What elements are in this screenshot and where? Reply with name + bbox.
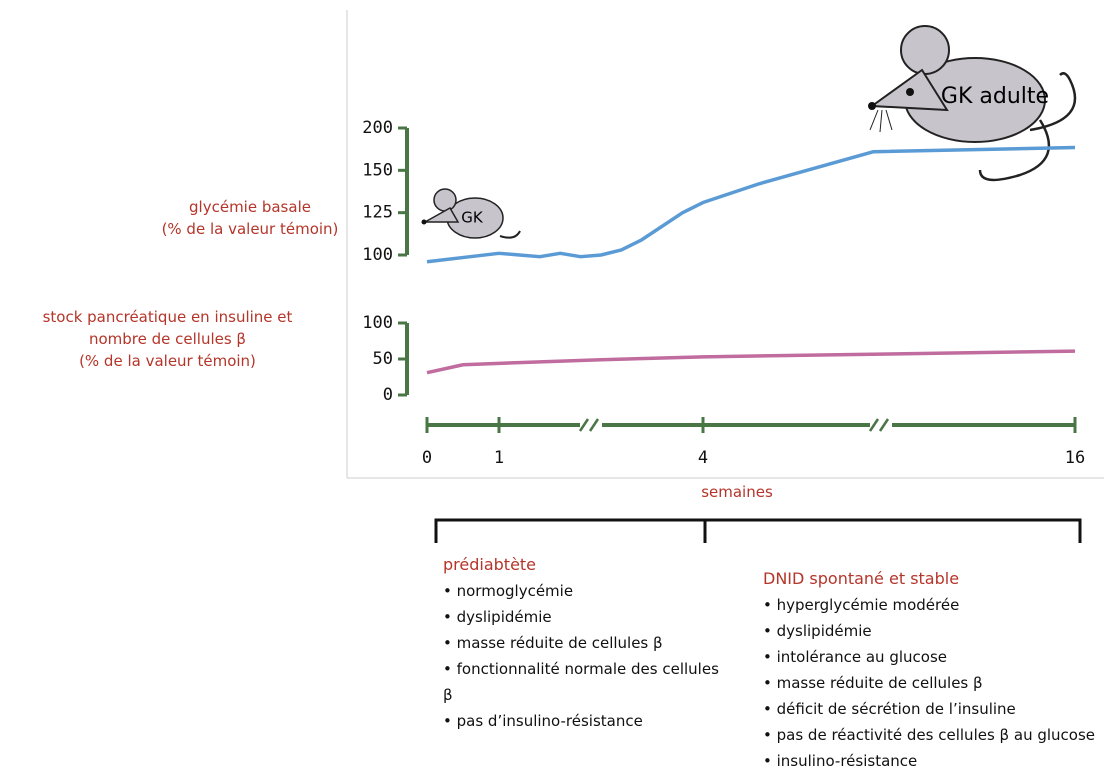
phase-bracket	[434, 518, 1082, 543]
y-tick-label: 100	[362, 245, 393, 265]
phase-item: dyslipidémie	[763, 618, 1103, 644]
phase-item: masse réduite de cellules β	[443, 630, 733, 656]
y-tick-label: 200	[362, 118, 393, 138]
phase: DNID spontané et stable hyperglycémie mod…	[763, 566, 1103, 774]
x-axis-label: semaines	[701, 483, 773, 501]
phase-item: fonctionnalité normale des cellules β	[443, 656, 733, 708]
phase-item: pas de réactivité des cellules β au gluc…	[763, 722, 1103, 748]
x-tick-label: 4	[698, 448, 708, 468]
y-tick-label: 150	[362, 160, 393, 180]
y-axis-label: glycémie basale (% de la valeur témoin)	[161, 198, 339, 238]
phase-item: masse réduite de cellules β	[763, 670, 1103, 696]
data-line	[426, 145, 1076, 264]
y2-tick-label: 50	[373, 349, 393, 369]
annotation: GK adulte	[941, 84, 1049, 109]
axis-break	[578, 418, 600, 432]
phase-title: prédiabtète	[443, 555, 537, 574]
phase: prédiabtète normoglycémiedyslipidémiemass…	[443, 552, 733, 734]
data-line	[426, 349, 1076, 375]
x-tick-label: 0	[422, 448, 432, 468]
y2-axis-label: stock pancréatique en insuline et nombre…	[42, 308, 293, 370]
mouse-small	[421, 188, 521, 239]
phase-item: pas d’insulino-résistance	[443, 708, 733, 734]
phase-item: hyperglycémie modérée	[763, 592, 1103, 618]
phase-item: intolérance au glucose	[763, 644, 1103, 670]
axis-break	[868, 418, 890, 432]
phase-title: DNID spontané et stable	[763, 569, 960, 588]
phase-item: dyslipidémie	[443, 604, 733, 630]
x-tick-label: 16	[1065, 448, 1085, 468]
phase-item: déficit de sécrétion de l’insuline	[763, 696, 1103, 722]
y2-tick-label: 100	[362, 313, 393, 333]
mouse-large	[868, 25, 1077, 182]
y-tick-label: 125	[362, 203, 393, 223]
annotation: GK	[461, 209, 484, 227]
phase-item: normoglycémie	[443, 578, 733, 604]
phase-item: insulino-résistance	[763, 748, 1103, 774]
x-tick-label: 1	[494, 448, 504, 468]
y2-tick-label: 0	[383, 385, 393, 405]
